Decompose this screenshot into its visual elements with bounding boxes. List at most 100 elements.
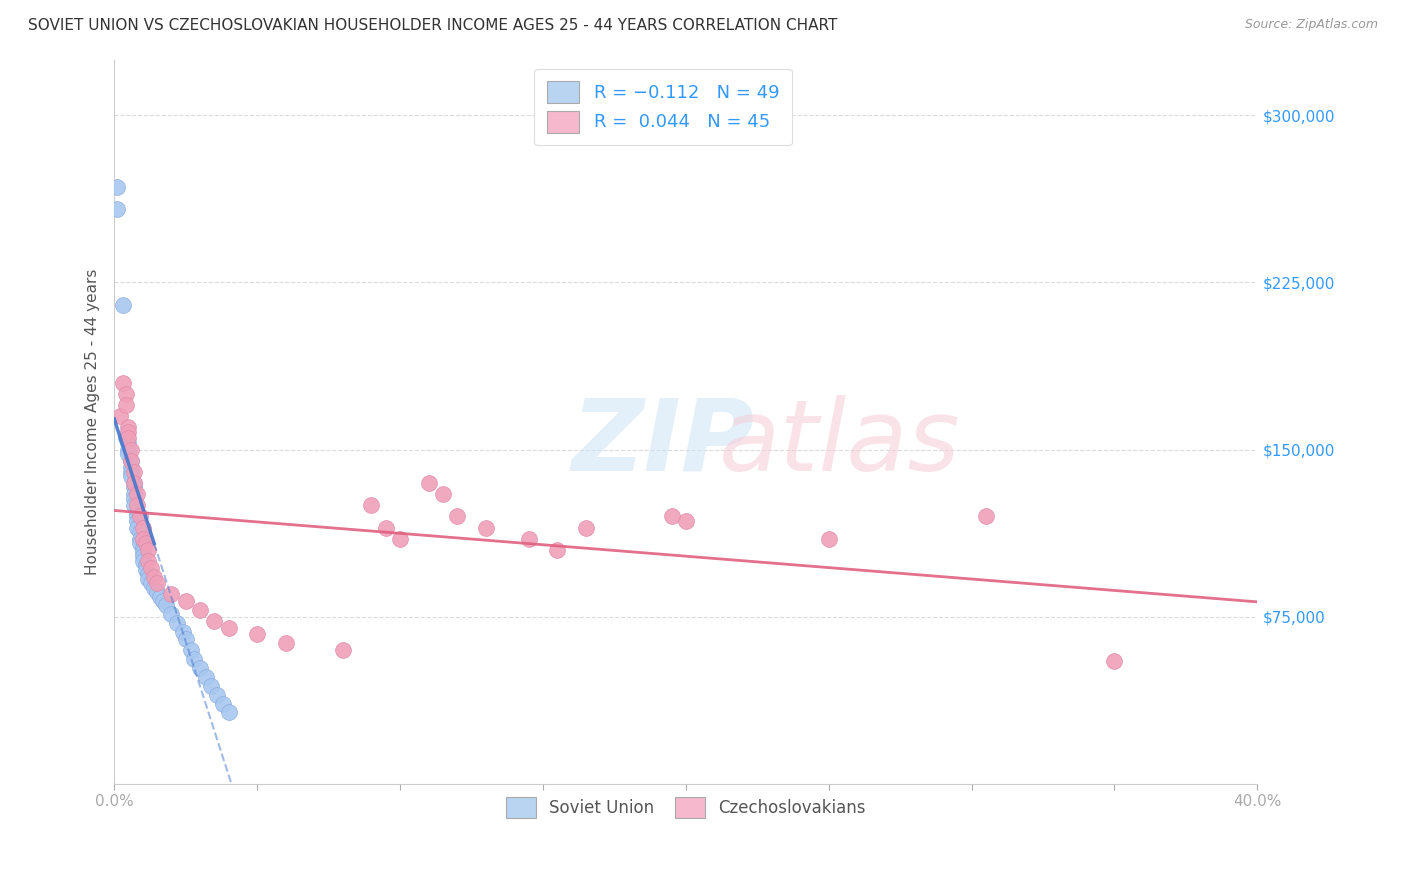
Point — [122, 475, 145, 490]
Point — [974, 509, 997, 524]
Y-axis label: Householder Income Ages 25 - 44 years: Householder Income Ages 25 - 44 years — [86, 268, 100, 574]
Point — [146, 576, 169, 591]
Point — [135, 536, 157, 550]
Point — [125, 498, 148, 512]
Point — [155, 599, 177, 613]
Point — [205, 688, 228, 702]
Point — [474, 520, 496, 534]
Point — [117, 425, 139, 439]
Point — [122, 491, 145, 506]
Point — [146, 585, 169, 599]
Point — [174, 594, 197, 608]
Point — [332, 643, 354, 657]
Point — [111, 298, 134, 312]
Point — [132, 541, 155, 555]
Point — [125, 505, 148, 519]
Point — [117, 442, 139, 457]
Point — [166, 616, 188, 631]
Point — [149, 590, 172, 604]
Point — [114, 398, 136, 412]
Point — [120, 469, 142, 483]
Point — [125, 509, 148, 524]
Point — [418, 475, 440, 490]
Point — [105, 202, 128, 216]
Point — [218, 621, 240, 635]
Point — [183, 652, 205, 666]
Point — [129, 532, 152, 546]
Point — [135, 558, 157, 573]
Point — [132, 554, 155, 568]
Point — [388, 532, 411, 546]
Point — [135, 563, 157, 577]
Point — [188, 603, 211, 617]
Point — [120, 460, 142, 475]
Point — [200, 679, 222, 693]
Point — [446, 509, 468, 524]
Point — [143, 569, 166, 583]
Point — [122, 475, 145, 490]
Point — [188, 661, 211, 675]
Point — [174, 632, 197, 646]
Point — [122, 465, 145, 479]
Point — [246, 627, 269, 641]
Point — [172, 625, 194, 640]
Point — [152, 594, 174, 608]
Text: ZIP: ZIP — [571, 395, 755, 491]
Point — [117, 447, 139, 461]
Point — [360, 498, 382, 512]
Point — [114, 386, 136, 401]
Point — [129, 524, 152, 539]
Point — [218, 706, 240, 720]
Point — [125, 520, 148, 534]
Point — [138, 572, 160, 586]
Legend: Soviet Union, Czechoslovakians: Soviet Union, Czechoslovakians — [498, 789, 873, 826]
Point — [129, 509, 152, 524]
Point — [661, 509, 683, 524]
Text: atlas: atlas — [720, 395, 960, 491]
Point — [117, 431, 139, 445]
Point — [125, 487, 148, 501]
Point — [575, 520, 598, 534]
Point — [138, 567, 160, 582]
Point — [432, 487, 454, 501]
Point — [274, 636, 297, 650]
Point — [202, 614, 225, 628]
Point — [105, 179, 128, 194]
Point — [143, 581, 166, 595]
Point — [117, 420, 139, 434]
Point — [114, 431, 136, 445]
Point — [111, 376, 134, 390]
Text: SOVIET UNION VS CZECHOSLOVAKIAN HOUSEHOLDER INCOME AGES 25 - 44 YEARS CORRELATIO: SOVIET UNION VS CZECHOSLOVAKIAN HOUSEHOL… — [28, 18, 838, 33]
Point — [120, 442, 142, 457]
Point — [374, 520, 396, 534]
Point — [132, 520, 155, 534]
Point — [129, 536, 152, 550]
Point — [160, 607, 183, 622]
Point — [138, 554, 160, 568]
Point — [141, 560, 163, 574]
Point — [122, 498, 145, 512]
Point — [120, 453, 142, 467]
Point — [1104, 654, 1126, 668]
Point — [546, 542, 568, 557]
Point — [817, 532, 839, 546]
Point — [120, 465, 142, 479]
Point — [132, 549, 155, 564]
Point — [132, 532, 155, 546]
Point — [194, 670, 217, 684]
Point — [211, 697, 233, 711]
Point — [122, 480, 145, 494]
Point — [180, 643, 202, 657]
Point — [122, 487, 145, 501]
Point — [517, 532, 540, 546]
Point — [120, 453, 142, 467]
Point — [108, 409, 131, 423]
Point — [141, 576, 163, 591]
Text: Source: ZipAtlas.com: Source: ZipAtlas.com — [1244, 18, 1378, 31]
Point — [117, 435, 139, 450]
Point — [125, 514, 148, 528]
Point — [160, 587, 183, 601]
Point — [132, 545, 155, 559]
Point — [138, 542, 160, 557]
Point — [675, 514, 697, 528]
